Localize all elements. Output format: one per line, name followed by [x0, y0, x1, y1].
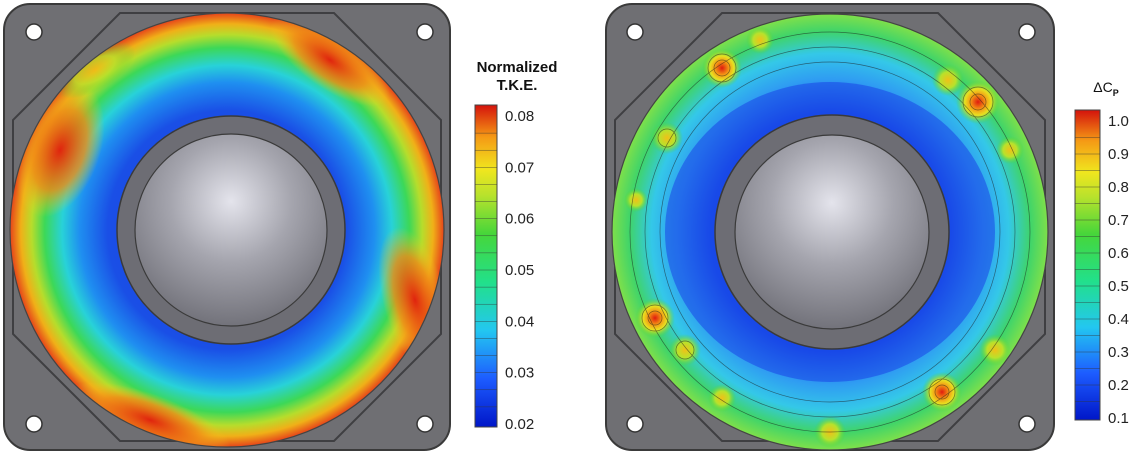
bolt-hole-tr	[416, 23, 434, 41]
hub	[116, 115, 346, 345]
tke-colorbar-title-line2: T.K.E.	[497, 77, 538, 94]
bolt-hole-br	[416, 415, 434, 433]
dcp-colorbar-tick-label: 0.8	[1108, 179, 1129, 196]
dcp-colorbar-tick-label: 0.1	[1108, 410, 1129, 427]
dcp-colorbar-tick-label: 0.4	[1108, 311, 1129, 328]
dcp-colorbar-tick-label: 0.7	[1108, 212, 1129, 229]
bolt-hole-bl	[626, 415, 644, 433]
tke-colorbar-tick-label: 0.06	[505, 211, 534, 228]
bolt-hole-tl	[25, 23, 43, 41]
dcp-colorbar-tick-label: 1.0	[1108, 113, 1129, 130]
tke-colorbar: Normalized T.K.E. 0.08 0.07 0.06 0.05 0.04 0.…	[474, 59, 558, 433]
bolt-hole-tl	[626, 23, 644, 41]
plate-chamfer-outline	[614, 12, 1046, 442]
tke-colorbar-title-line1: Normalized	[477, 59, 558, 76]
bolt-hole-bl	[25, 415, 43, 433]
tke-panel	[3, 3, 451, 451]
tke-colorbar-tick-label: 0.07	[505, 159, 534, 176]
dcp-colorbar-tick-label: 0.2	[1108, 377, 1129, 394]
dcp-colorbar-tick-label: 0.6	[1108, 245, 1129, 262]
dcp-panel	[605, 3, 1055, 451]
tke-colorbar-tick-label: 0.04	[505, 313, 534, 330]
hub	[714, 114, 950, 350]
dcp-colorbar-scale	[1074, 109, 1101, 421]
tke-colorbar-tick-label: 0.08	[505, 108, 534, 125]
tke-colorbar-tick-label: 0.02	[505, 416, 534, 433]
dcp-colorbar-title: ΔCP	[1093, 79, 1118, 98]
dcp-colorbar-tick-label: 0.9	[1108, 146, 1129, 163]
bolt-hole-tr	[1018, 23, 1036, 41]
tke-colorbar-tick-label: 0.03	[505, 365, 534, 382]
dcp-colorbar-tick-label: 0.5	[1108, 278, 1129, 295]
dcp-colorbar-tick-label: 0.3	[1108, 344, 1129, 361]
tke-colorbar-scale	[474, 104, 498, 428]
bolt-hole-br	[1018, 415, 1036, 433]
dcp-colorbar: ΔCP 1.0 0.9 0.8 0.7 0.6 0.5 0.4 0.3 0.2 0.1	[1074, 79, 1129, 427]
tke-colorbar-tick-label: 0.05	[505, 262, 534, 279]
